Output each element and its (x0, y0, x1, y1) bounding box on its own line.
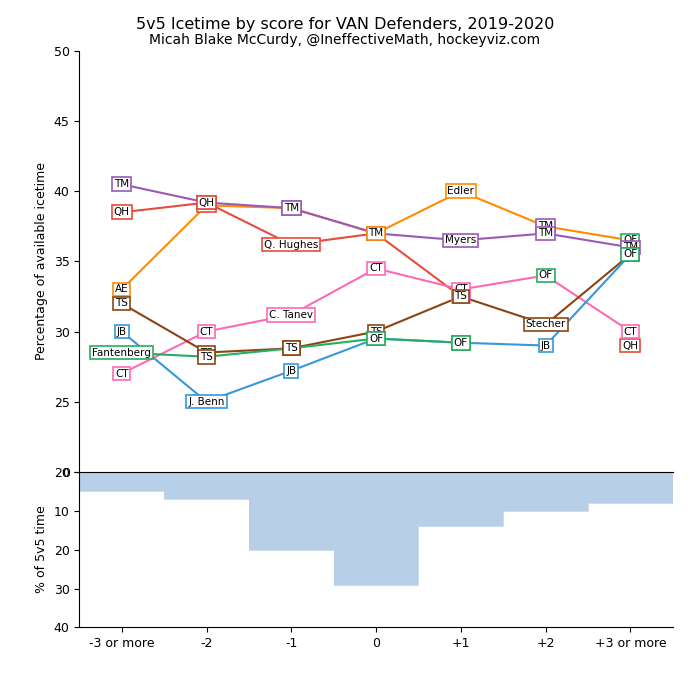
Text: OF: OF (538, 271, 553, 280)
Text: TS: TS (285, 343, 297, 353)
Text: CT: CT (454, 291, 468, 301)
Text: J. Benn: J. Benn (188, 397, 225, 406)
Text: TM: TM (284, 203, 299, 213)
Text: Stecher: Stecher (526, 319, 566, 329)
Text: JB: JB (540, 340, 551, 351)
Text: TM: TM (199, 198, 214, 207)
Text: TM: TM (114, 179, 129, 190)
Text: TS: TS (285, 343, 297, 353)
Text: CT: CT (115, 368, 128, 379)
Y-axis label: Percentage of available icetime: Percentage of available icetime (35, 162, 48, 360)
Text: TM: TM (284, 203, 299, 213)
Text: TS: TS (200, 352, 213, 361)
Text: Fantenberg: Fantenberg (92, 348, 151, 357)
Text: OF: OF (623, 250, 638, 259)
Text: OF: OF (454, 338, 468, 348)
Text: CT: CT (454, 284, 468, 295)
Text: CT: CT (369, 263, 383, 273)
Text: TS: TS (115, 299, 128, 308)
Text: OF: OF (454, 338, 468, 348)
Text: QH: QH (199, 198, 215, 207)
Text: TM: TM (538, 228, 553, 239)
Text: TM: TM (623, 242, 638, 252)
Text: Myers: Myers (445, 235, 477, 246)
Text: AE: AE (115, 284, 128, 295)
Polygon shape (79, 472, 673, 584)
Text: TM: TM (368, 228, 384, 239)
Text: TS: TS (200, 348, 213, 357)
Text: OF: OF (369, 333, 383, 344)
Text: JB: JB (117, 327, 127, 336)
Text: TS: TS (370, 327, 382, 336)
Text: QH: QH (622, 340, 638, 351)
Text: OF: OF (623, 235, 638, 246)
Text: TM: TM (368, 228, 384, 239)
Text: 5v5 Icetime by score for VAN Defenders, 2019-2020: 5v5 Icetime by score for VAN Defenders, … (136, 17, 554, 32)
Text: CT: CT (199, 327, 213, 336)
Text: Q. Hughes: Q. Hughes (264, 239, 319, 250)
Text: JB: JB (286, 366, 296, 376)
Text: TS: TS (624, 250, 637, 259)
Text: Micah Blake McCurdy, @IneffectiveMath, hockeyviz.com: Micah Blake McCurdy, @IneffectiveMath, h… (150, 33, 540, 47)
Text: Edler: Edler (447, 186, 474, 196)
Text: OF: OF (369, 333, 383, 344)
Text: QH: QH (114, 207, 130, 218)
Text: C. Tanev: C. Tanev (269, 310, 313, 320)
Text: QH: QH (199, 201, 215, 210)
Text: TM: TM (368, 228, 384, 239)
Text: TS: TS (455, 291, 467, 301)
Y-axis label: % of 5v5 time: % of 5v5 time (35, 505, 48, 593)
Text: TM: TM (538, 222, 553, 231)
Text: CT: CT (624, 327, 637, 336)
